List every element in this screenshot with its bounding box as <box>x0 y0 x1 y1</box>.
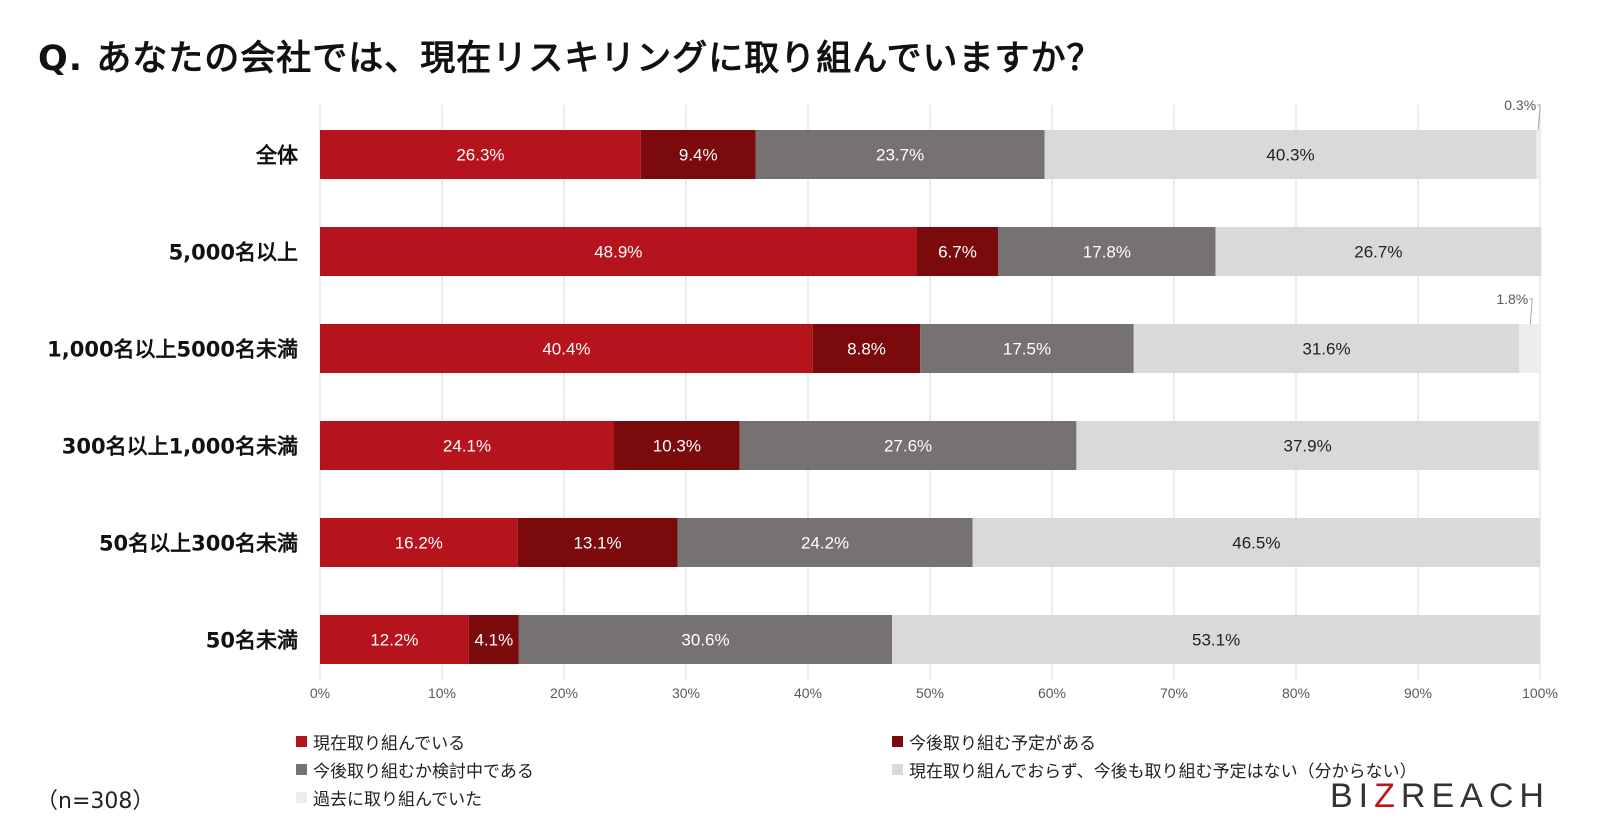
bar-segment <box>1133 324 1520 373</box>
legend-swatch-considering <box>296 764 307 775</box>
data-label: 12.2% <box>370 631 418 650</box>
bar-segment <box>1519 324 1542 373</box>
data-label: 26.7% <box>1354 243 1402 262</box>
bar-segment <box>677 518 973 567</box>
bar-segment <box>1536 130 1540 179</box>
bar-segment <box>1215 227 1542 276</box>
x-tick-label: 70% <box>1160 685 1188 700</box>
legend-label-past: 過去に取り組んでいた <box>313 790 483 810</box>
leader-line <box>1529 298 1533 325</box>
bar-segment <box>972 518 1540 567</box>
data-label: 40.3% <box>1266 146 1314 165</box>
x-tick-label: 80% <box>1282 685 1310 700</box>
bar-segment <box>614 421 740 470</box>
category-label: 全体 <box>255 144 299 168</box>
bar-segment <box>320 130 641 179</box>
x-tick-label: 40% <box>794 685 822 700</box>
bar-segment <box>320 518 518 567</box>
bar-segment <box>1076 421 1539 470</box>
legend-item-planned: 今後取り組む予定がある <box>892 729 1096 754</box>
legend-label-current: 現在取り組んでいる <box>313 734 466 754</box>
x-tick-label: 10% <box>428 685 456 700</box>
bizreach-logo: BIZREACH <box>1330 777 1550 816</box>
x-tick-label: 60% <box>1038 685 1066 700</box>
category-label: 300名以上1,000名未満 <box>62 435 298 459</box>
chart-title: Q. あなたの会社では、現在リスキリングに取り組んでいますか？ <box>38 39 1103 79</box>
legend-item-not-planned: 現在取り組んでおらず、今後も取り組む予定はない（分からない） <box>892 757 1417 782</box>
logo-text-suffix: REACH <box>1400 777 1550 815</box>
bar-segment <box>755 130 1045 179</box>
data-label: 13.1% <box>573 534 621 553</box>
bar-segment <box>320 227 917 276</box>
data-label: 46.5% <box>1232 534 1280 553</box>
bar-segment <box>998 227 1216 276</box>
bar-segment <box>320 421 615 470</box>
legend-item-considering: 今後取り組むか検討中である <box>296 757 534 782</box>
data-label: 9.4% <box>679 146 718 165</box>
data-label: 53.1% <box>1192 631 1240 650</box>
category-label: 50名以上300名未満 <box>99 532 298 556</box>
bar-segment <box>517 518 678 567</box>
bar-segment <box>320 615 469 664</box>
legend-swatch-planned <box>892 736 903 747</box>
data-label: 37.9% <box>1283 437 1331 456</box>
data-label: 48.9% <box>594 243 642 262</box>
bar-segment <box>916 227 999 276</box>
bar-segment <box>1044 130 1537 179</box>
category-label: 5,000名以上 <box>169 241 298 265</box>
x-tick-label: 90% <box>1404 685 1432 700</box>
data-label: 23.7% <box>876 146 924 165</box>
data-label: 0.3% <box>1504 97 1536 113</box>
bar-segment <box>320 324 813 373</box>
data-label: 40.4% <box>542 340 590 359</box>
bar-segment <box>920 324 1134 373</box>
legend-item-past: 過去に取り組んでいた <box>296 785 482 810</box>
category-label: 50名未満 <box>206 629 298 653</box>
data-label: 31.6% <box>1302 340 1350 359</box>
bar-segment <box>468 615 519 664</box>
leader-line <box>1537 104 1541 131</box>
x-tick-label: 100% <box>1522 685 1558 700</box>
bar-segment <box>812 324 921 373</box>
data-label: 1.8% <box>1496 291 1528 307</box>
data-label: 6.7% <box>938 243 977 262</box>
logo-text-prefix: BI <box>1330 777 1375 815</box>
data-label: 24.1% <box>443 437 491 456</box>
legend-swatch-past <box>296 792 307 803</box>
data-label: 27.6% <box>884 437 932 456</box>
sample-size-note: （n=308） <box>36 789 155 814</box>
stacked-bar-chart: 0% 10% 20% 30% 40% 50% 60% 70% 80% 90% 100% 全体 26.3%… <box>47 97 1558 700</box>
x-tick-label: 50% <box>916 685 944 700</box>
bar-segment <box>518 615 893 664</box>
bar-segment <box>640 130 756 179</box>
data-label: 8.8% <box>847 340 886 359</box>
data-label: 16.2% <box>395 534 443 553</box>
bar-segment <box>892 615 1540 664</box>
legend-label-considering: 今後取り組むか検討中である <box>313 762 534 782</box>
data-label: 17.8% <box>1083 243 1131 262</box>
legend-label-not-planned: 現在取り組んでおらず、今後も取り組む予定はない（分からない） <box>909 762 1417 782</box>
logo-text-z: Z <box>1374 777 1401 815</box>
data-label: 4.1% <box>474 631 513 650</box>
data-label: 26.3% <box>456 146 504 165</box>
category-label: 1,000名以上5000名未満 <box>47 338 298 362</box>
bar-segment <box>739 421 1077 470</box>
data-label: 30.6% <box>681 631 729 650</box>
x-tick-label: 0% <box>310 685 330 700</box>
legend-swatch-not-planned <box>892 764 903 775</box>
data-label: 10.3% <box>653 437 701 456</box>
legend-swatch-current <box>296 736 307 747</box>
legend-label-planned: 今後取り組む予定がある <box>909 734 1096 754</box>
x-tick-label: 30% <box>672 685 700 700</box>
data-label: 17.5% <box>1003 340 1051 359</box>
x-tick-label: 20% <box>550 685 578 700</box>
legend-item-current: 現在取り組んでいる <box>296 729 465 754</box>
data-label: 24.2% <box>801 534 849 553</box>
